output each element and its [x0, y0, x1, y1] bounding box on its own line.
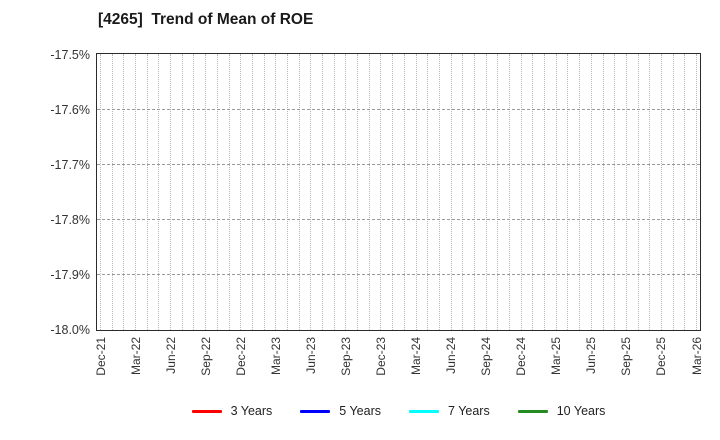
vertical-gridline — [532, 54, 534, 330]
vertical-gridline — [228, 54, 230, 330]
y-tick-label: -17.6% — [50, 102, 90, 117]
vertical-gridline — [485, 54, 487, 330]
vertical-gridline — [158, 54, 160, 330]
legend-item-3-years: 3 Years — [191, 404, 273, 418]
x-tick-label: Mar-22 — [128, 337, 143, 376]
vertical-gridline — [170, 54, 172, 330]
vertical-gridline — [357, 54, 359, 330]
vertical-gridline — [146, 54, 148, 330]
x-tick-label: Dec-23 — [373, 337, 388, 376]
chart-title: [4265] Trend of Mean of ROE — [98, 11, 314, 28]
vertical-gridline — [567, 54, 569, 330]
vertical-gridline — [462, 54, 464, 330]
vertical-gridline — [322, 54, 324, 330]
legend-label: 5 Years — [339, 404, 382, 418]
x-tick-label: Dec-22 — [233, 337, 248, 376]
legend: 3 Years 5 Years 7 Years 10 Years — [96, 404, 701, 418]
vertical-gridline — [509, 54, 511, 330]
legend-item-7-years: 7 Years — [409, 404, 490, 418]
horizontal-gridline — [97, 219, 700, 220]
x-tick-label: Mar-25 — [549, 337, 564, 376]
vertical-gridline — [684, 54, 686, 330]
y-tick-label: -17.7% — [50, 157, 90, 172]
vertical-gridline — [625, 54, 627, 330]
x-tick-label: Mar-24 — [409, 337, 424, 376]
vertical-gridline — [637, 54, 639, 330]
legend-label: 7 Years — [448, 404, 490, 418]
vertical-gridline — [450, 54, 452, 330]
plot-area — [96, 53, 701, 331]
y-tick-label: -18.0% — [50, 322, 90, 337]
vertical-gridline — [310, 54, 312, 330]
legend-label: 3 Years — [230, 404, 273, 418]
x-tick-label: Dec-24 — [514, 337, 529, 376]
horizontal-gridline — [97, 164, 700, 165]
vertical-gridline — [216, 54, 218, 330]
horizontal-gridline — [97, 109, 700, 110]
vertical-gridline — [649, 54, 651, 330]
vertical-gridline — [497, 54, 499, 330]
x-tick-label: Sep-24 — [479, 337, 494, 376]
vertical-gridline — [427, 54, 429, 330]
x-tick-label: Mar-23 — [268, 337, 283, 376]
vertical-gridline — [205, 54, 207, 330]
vertical-gridline — [380, 54, 382, 330]
vertical-gridline — [181, 54, 183, 330]
x-tick-label: Mar-26 — [689, 337, 704, 376]
x-tick-label: Jun-23 — [303, 337, 318, 374]
legend-line-swatch — [300, 409, 331, 413]
vertical-gridline — [438, 54, 440, 330]
vertical-gridline — [520, 54, 522, 330]
vertical-gridline — [672, 54, 674, 330]
vertical-gridline — [123, 54, 125, 330]
vertical-gridline — [696, 54, 697, 330]
vertical-gridline — [240, 54, 242, 330]
x-tick-label: Sep-25 — [619, 337, 634, 376]
vertical-gridline — [100, 54, 101, 330]
x-tick-label: Jun-24 — [444, 337, 459, 374]
x-tick-label: Jun-22 — [163, 337, 178, 374]
vertical-gridline — [263, 54, 265, 330]
horizontal-gridline — [97, 274, 700, 275]
vertical-gridline — [660, 54, 662, 330]
x-tick-label: Jun-25 — [584, 337, 599, 374]
vertical-gridline — [345, 54, 347, 330]
vertical-gridline — [111, 54, 113, 330]
legend-line-swatch — [191, 409, 222, 413]
legend-line-swatch — [517, 409, 548, 413]
vertical-gridline — [602, 54, 604, 330]
vertical-gridline — [333, 54, 335, 330]
legend-label: 10 Years — [556, 404, 606, 418]
vertical-gridline — [275, 54, 277, 330]
vertical-gridline — [473, 54, 475, 330]
vertical-gridline — [135, 54, 137, 330]
vertical-gridline — [298, 54, 300, 330]
vertical-gridline — [368, 54, 370, 330]
vertical-gridline — [555, 54, 557, 330]
vertical-gridline — [403, 54, 405, 330]
y-tick-label: -17.8% — [50, 212, 90, 227]
x-tick-label: Dec-21 — [93, 337, 108, 376]
vertical-gridline — [544, 54, 546, 330]
vertical-gridline — [579, 54, 581, 330]
legend-line-swatch — [409, 409, 440, 413]
y-tick-label: -17.5% — [50, 47, 90, 62]
vertical-gridline — [193, 54, 195, 330]
x-tick-label: Sep-22 — [198, 337, 213, 376]
legend-item-5-years: 5 Years — [300, 404, 381, 418]
y-tick-label: -17.9% — [50, 267, 90, 282]
legend-item-10-years: 10 Years — [517, 404, 606, 418]
vertical-gridline — [251, 54, 253, 330]
x-tick-label: Dec-25 — [654, 337, 669, 376]
vertical-gridline — [392, 54, 394, 330]
vertical-gridline — [590, 54, 592, 330]
x-tick-label: Sep-23 — [338, 337, 353, 376]
vertical-gridline — [614, 54, 616, 330]
vertical-gridline — [286, 54, 288, 330]
vertical-gridline — [415, 54, 417, 330]
